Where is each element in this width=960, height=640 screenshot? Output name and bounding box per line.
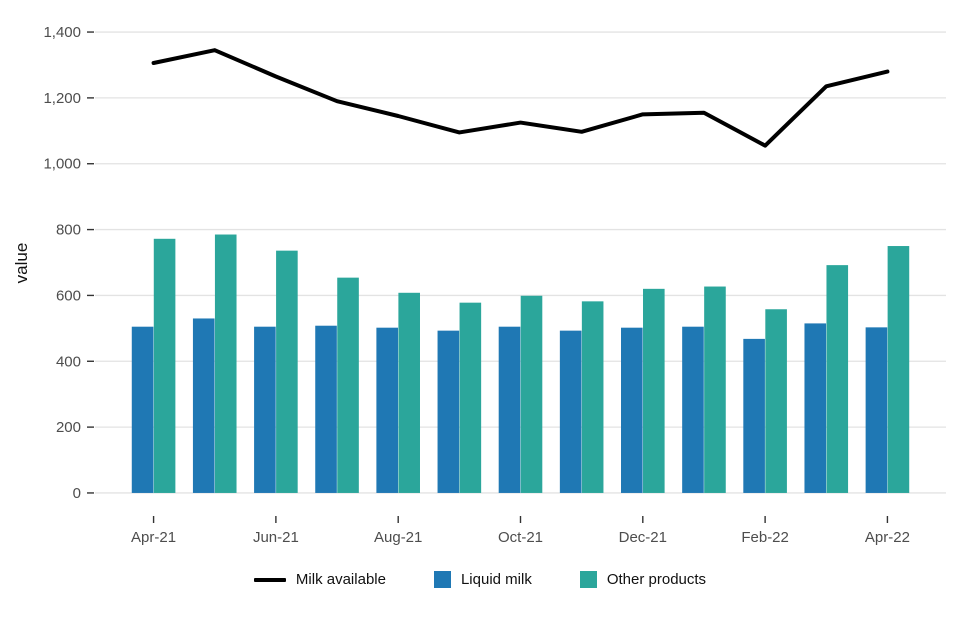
y-axis-title: value [12,242,31,284]
x-tick-label: Oct-21 [498,529,543,546]
bar-other-products [887,246,910,493]
y-tick-label: 600 [56,287,81,304]
bar-liquid-milk [621,327,643,493]
bar-liquid-milk [254,326,276,493]
x-tick-label: Dec-21 [619,529,667,546]
bar-other-products [459,302,482,493]
legend-label-milk-available: Milk available [295,571,386,588]
bar-liquid-milk [192,318,215,493]
bar-other-products [214,234,237,493]
y-tick-label: 1,200 [43,90,81,107]
chart-legend: Milk available Liquid milk Other product… [0,571,960,588]
bar-other-products [643,288,665,493]
bar-liquid-milk [376,327,398,493]
x-tick-label: Aug-21 [374,529,422,546]
bar-other-products [581,301,604,493]
bar-liquid-milk [682,326,704,493]
bar-liquid-milk [804,323,827,493]
bar-liquid-milk [131,326,154,493]
bar-other-products [398,292,420,493]
square-swatch-icon [433,571,451,588]
legend-item-liquid-milk: Liquid milk [433,571,532,588]
legend-label-other-products: Other products [606,571,707,588]
x-tick-label: Apr-22 [865,529,910,546]
chart-plot-area: 0 200 400 600 800 1,000 1,200 1,400 Apr-21 Jun-21… [43,24,946,546]
bar-liquid-milk [743,338,765,493]
y-tick-label: 200 [56,419,81,436]
bar-liquid-milk [559,330,582,493]
bar-other-products [826,265,849,493]
square-swatch-icon [579,571,597,588]
bar-liquid-milk [865,327,888,493]
y-tick-label: 400 [56,353,81,370]
line-milk-available [151,48,890,148]
milk-products-chart: 0 200 400 600 800 1,000 1,200 1,400 Apr-21 Jun-21… [12,24,946,546]
bar-liquid-milk [437,330,460,493]
y-tick-label: 0 [73,485,81,502]
x-tick-label: Feb-22 [741,529,789,546]
y-tick-label: 800 [56,222,81,239]
bar-liquid-milk [315,325,337,493]
bar-other-products [765,309,787,493]
bar-liquid-milk [498,326,521,493]
bar-other-products [153,238,176,493]
y-tick-label: 1,400 [43,24,81,41]
line-swatch-icon [253,577,286,582]
bar-other-products [337,277,359,493]
x-tick-label: Apr-21 [131,529,176,546]
legend-item-milk-available: Milk available [253,571,386,588]
y-tick-label: 1,000 [43,156,81,173]
bar-other-products [704,286,726,493]
x-tick-label: Jun-21 [253,529,299,546]
legend-label-liquid-milk: Liquid milk [460,571,532,588]
bar-other-products [520,295,543,493]
bar-other-products [276,250,298,493]
legend-item-other-products: Other products [579,571,707,588]
